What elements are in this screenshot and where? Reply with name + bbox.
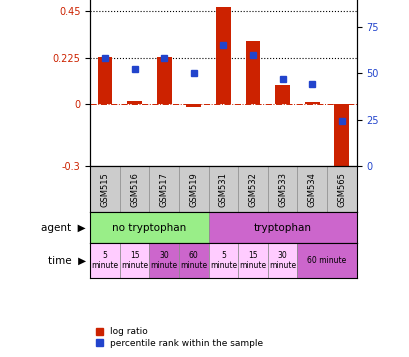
Bar [245,41,260,104]
Bar [274,85,289,104]
Bar [90,243,119,278]
Text: GSM517: GSM517 [160,172,169,207]
Text: time  ▶: time ▶ [48,256,86,266]
Bar [127,101,142,104]
Bar [97,57,112,104]
Text: GSM519: GSM519 [189,172,198,207]
Text: 15
minute: 15 minute [121,251,148,270]
Text: 5
minute: 5 minute [209,251,236,270]
Bar [334,104,348,170]
Text: 15
minute: 15 minute [239,251,266,270]
Text: GSM515: GSM515 [100,172,109,207]
Text: GSM516: GSM516 [130,172,139,207]
Text: no tryptophan: no tryptophan [112,222,186,233]
Text: 60
minute: 60 minute [180,251,207,270]
Bar [208,212,356,243]
Text: agent  ▶: agent ▶ [41,222,86,233]
Bar [238,243,267,278]
Text: GSM531: GSM531 [218,172,227,207]
Bar [297,243,356,278]
Text: GSM532: GSM532 [248,172,257,207]
Bar [119,243,149,278]
Text: 5
minute: 5 minute [91,251,118,270]
Bar [208,243,238,278]
Text: GSM534: GSM534 [307,172,316,207]
Bar [157,57,171,104]
Bar [90,212,208,243]
Text: 30
minute: 30 minute [150,251,178,270]
Bar [304,102,319,104]
Bar [186,104,201,107]
Bar [179,243,208,278]
Bar [216,7,230,104]
Text: GSM533: GSM533 [277,172,286,207]
Bar [267,243,297,278]
Text: GSM565: GSM565 [337,172,346,207]
Text: tryptophan: tryptophan [253,222,311,233]
Bar [149,243,179,278]
Text: 60 minute: 60 minute [307,256,346,265]
Text: 30
minute: 30 minute [268,251,296,270]
Legend: log ratio, percentile rank within the sample: log ratio, percentile rank within the sa… [94,326,263,349]
